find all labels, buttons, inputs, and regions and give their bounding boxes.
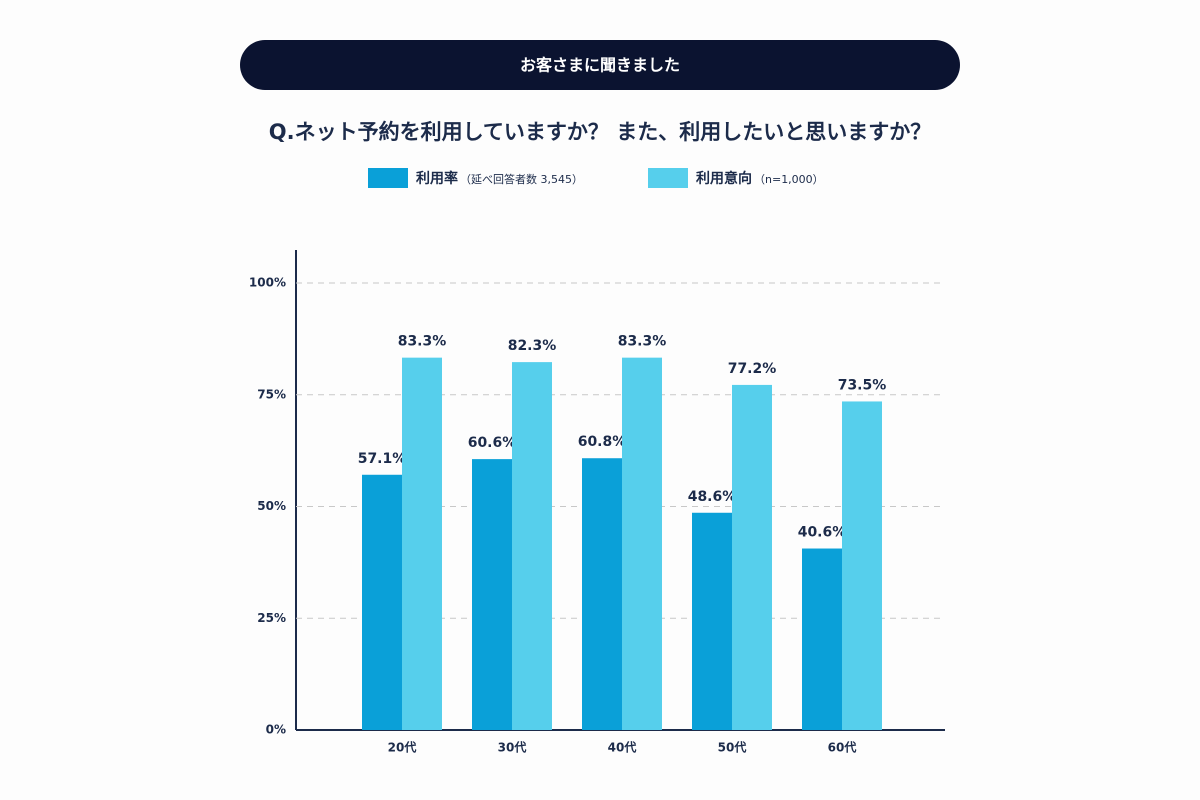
bar xyxy=(692,512,732,730)
legend-label: 利用意向 xyxy=(696,170,752,187)
value-label: 40.6% xyxy=(798,525,847,541)
value-label: 60.8% xyxy=(578,434,627,450)
value-label: 48.6% xyxy=(688,489,737,505)
value-label: 57.1% xyxy=(358,451,407,467)
x-tick-label: 40代 xyxy=(608,740,637,755)
x-tick-label: 20代 xyxy=(388,740,417,755)
legend-note: （n=1,000） xyxy=(754,173,824,186)
y-tick-label: 75% xyxy=(257,387,286,401)
bar xyxy=(402,357,442,730)
y-tick-label: 25% xyxy=(257,611,286,625)
value-label: 82.3% xyxy=(508,338,557,354)
value-label: 77.2% xyxy=(728,361,777,377)
legend-swatch xyxy=(648,168,688,188)
header-label: お客さまに聞きました xyxy=(520,56,680,75)
value-label: 60.6% xyxy=(468,435,517,451)
y-tick-label: 0% xyxy=(266,723,286,737)
legend-label: 利用率 xyxy=(416,170,458,187)
chart-title: Q.ネット予約を利用していますか？ また、利用したいと思いますか？ xyxy=(269,120,932,144)
legend-note: （延べ回答者数 3,545） xyxy=(460,172,583,186)
bar xyxy=(732,384,772,730)
value-label: 83.3% xyxy=(618,334,667,350)
x-tick-label: 60代 xyxy=(828,740,857,755)
y-tick-label: 100% xyxy=(249,276,286,290)
x-tick-label: 50代 xyxy=(718,740,747,755)
legend-swatch xyxy=(368,168,408,188)
header-pill xyxy=(240,40,960,90)
bar xyxy=(362,474,402,730)
y-tick-label: 50% xyxy=(257,499,286,513)
bar xyxy=(582,458,622,730)
value-label: 83.3% xyxy=(398,334,447,350)
bar xyxy=(842,401,882,730)
bar xyxy=(622,357,662,730)
bar xyxy=(472,459,512,730)
x-tick-label: 30代 xyxy=(498,740,527,755)
bar xyxy=(802,548,842,730)
bar xyxy=(512,362,552,730)
value-label: 73.5% xyxy=(838,377,887,393)
